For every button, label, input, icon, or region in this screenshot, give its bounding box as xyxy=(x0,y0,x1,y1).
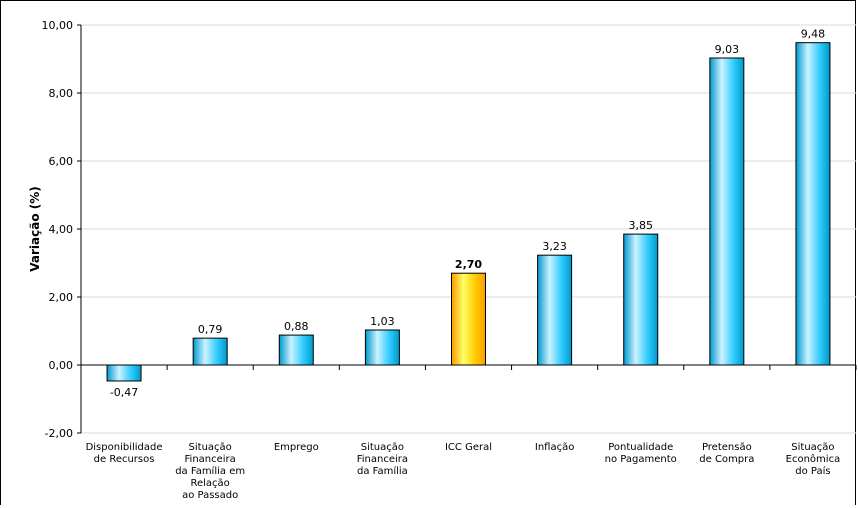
data-label: -0,47 xyxy=(110,386,138,399)
category-label: da Família em xyxy=(175,465,245,477)
gridlines xyxy=(81,24,856,434)
y-tick-label: 4,00 xyxy=(49,223,74,236)
data-label: 3,23 xyxy=(542,240,567,253)
y-tick-label: 2,00 xyxy=(49,291,74,304)
category-label: Inflação xyxy=(535,442,574,453)
bar xyxy=(537,254,573,366)
category-label: Disponibilidade xyxy=(86,442,163,453)
bar xyxy=(364,329,400,366)
y-tick-label: 10,00 xyxy=(42,19,74,32)
y-tick-label: 8,00 xyxy=(49,87,74,100)
bar xyxy=(106,364,142,382)
category-label: Situação xyxy=(189,442,232,453)
data-label: 2,70 xyxy=(455,258,482,271)
category-label: ICC Geral xyxy=(445,442,492,453)
bar-highlight xyxy=(451,272,486,366)
category-label: ao Passado xyxy=(182,490,238,501)
data-label: 0,79 xyxy=(198,323,223,336)
bar xyxy=(192,337,228,366)
category-label: Situação xyxy=(791,442,834,453)
category-label: Financeira xyxy=(357,454,408,465)
y-tick-label: -2,00 xyxy=(45,427,73,440)
data-label: 3,85 xyxy=(628,219,653,232)
data-label: 0,88 xyxy=(284,320,309,333)
y-tick-labels: -2,00 0,00 2,00 4,00 6,00 8,00 10,00 xyxy=(42,19,74,440)
y-axis-label: Variação (%) xyxy=(28,186,42,271)
category-label: do País xyxy=(795,465,830,477)
y-tick-label: 6,00 xyxy=(49,155,74,168)
y-tick-label: 0,00 xyxy=(49,359,74,372)
category-label: Econômica xyxy=(786,453,841,465)
category-label: Relação xyxy=(191,478,230,489)
category-label: Financeira xyxy=(185,454,236,465)
category-label: Pontualidade xyxy=(608,442,673,453)
bar xyxy=(278,334,314,366)
bar xyxy=(795,42,831,366)
data-labels: -0,47 0,79 0,88 1,03 2,70 3,23 3,85 9,03 9,48 xyxy=(110,28,825,399)
category-label: de Compra xyxy=(699,454,754,465)
category-label: Pretensão xyxy=(702,442,752,453)
bar xyxy=(623,233,659,366)
category-label: no Pagamento xyxy=(605,454,677,465)
axes xyxy=(77,24,857,434)
bar xyxy=(709,57,745,366)
bars xyxy=(106,42,831,382)
data-label: 9,48 xyxy=(801,28,826,41)
data-label: 9,03 xyxy=(715,43,740,56)
category-label: de Recursos xyxy=(94,454,155,465)
category-label: Emprego xyxy=(274,442,319,453)
category-label: Situação xyxy=(361,442,404,453)
data-label: 1,03 xyxy=(370,315,395,328)
category-label: da Família xyxy=(357,465,408,477)
